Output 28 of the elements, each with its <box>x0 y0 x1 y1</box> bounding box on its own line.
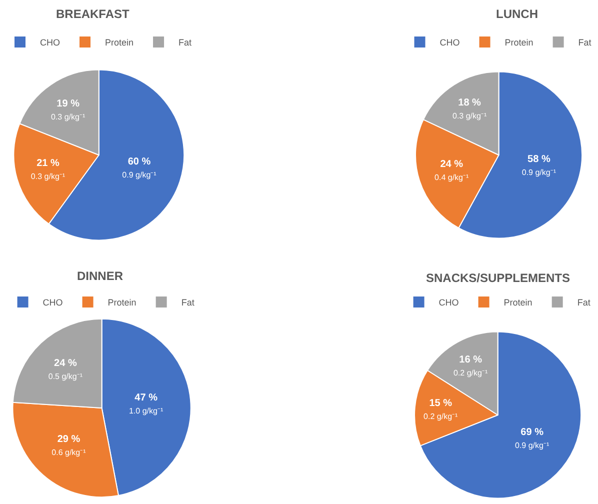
data-label: 60 % 0.9 g/kg⁻¹ <box>122 156 157 180</box>
chart-title: LUNCH <box>496 7 538 21</box>
legend-label: CHO <box>42 298 63 308</box>
data-label: 69 % 0.9 g/kg⁻¹ <box>515 426 550 450</box>
legend-label: Fat <box>181 298 195 308</box>
data-label: 21 % 0.3 g/kg⁻¹ <box>30 158 66 182</box>
legend-label: Protein <box>504 38 534 48</box>
data-label: 16 % 0.2 g/kg⁻¹ <box>453 354 488 378</box>
legend-label: CHO <box>438 298 459 308</box>
data-label: 18 % 0.3 g/kg⁻¹ <box>452 98 487 121</box>
legend-label: Fat <box>577 298 591 308</box>
data-label: 58 % 0.9 g/kg⁻¹ <box>522 154 556 177</box>
legend-label: CHO <box>40 38 60 48</box>
data-label: 19 % 0.3 g/kg⁻¹ <box>50 98 86 122</box>
data-label: 47 % 1.0 g/kg⁻¹ <box>129 392 164 416</box>
data-label: 29 % 0.6 g/kg⁻¹ <box>52 434 86 457</box>
chart-title: BREAKFAST <box>56 7 130 21</box>
data-label: 15 % 0.2 g/kg⁻¹ <box>424 398 458 422</box>
chart-title: SNACKS/SUPPLEMENTS <box>426 271 570 285</box>
data-label: 24 % 0.4 g/kg⁻¹ <box>434 158 469 182</box>
legend-label: Fat <box>578 38 592 48</box>
legend-label: Fat <box>178 38 192 48</box>
legend-label: Protein <box>504 298 532 308</box>
legend-label: CHO <box>440 38 460 48</box>
legend-label: Protein <box>105 38 134 48</box>
legend-label: Protein <box>108 298 136 308</box>
data-label: 24 % 0.5 g/kg⁻¹ <box>48 358 83 381</box>
chart-title: DINNER <box>77 269 124 283</box>
